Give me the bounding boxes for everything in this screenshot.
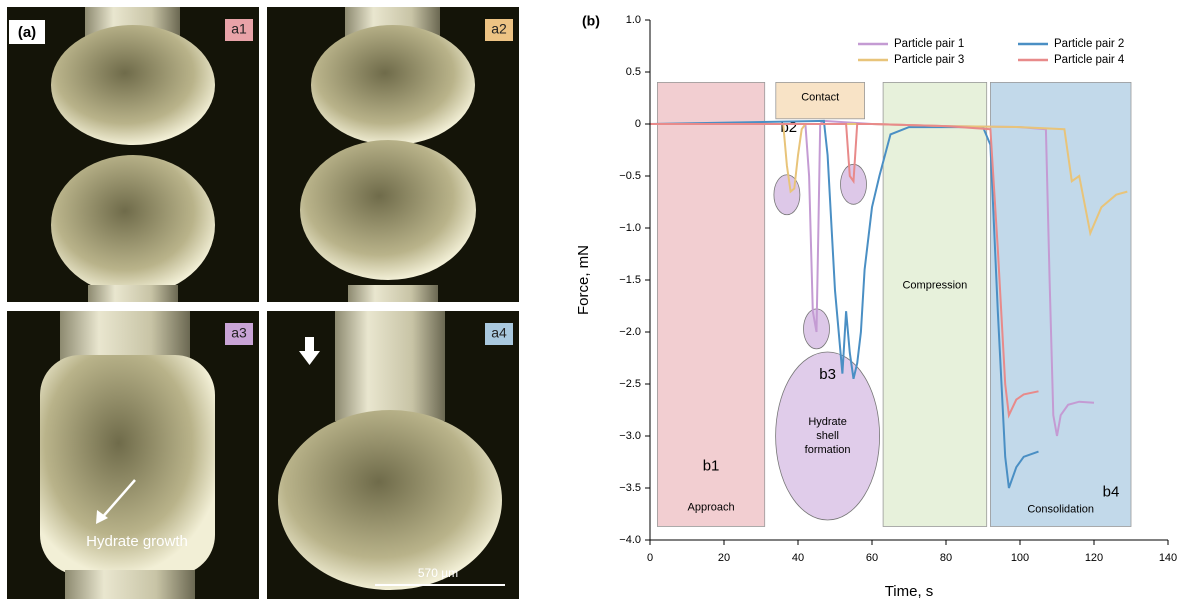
region-tag: b1 bbox=[703, 457, 720, 474]
annotation-tag: b3 bbox=[819, 366, 836, 383]
x-tick-label: 140 bbox=[1159, 552, 1177, 564]
scale-label: 570 µm bbox=[418, 566, 458, 580]
y-tick-label: −1.5 bbox=[619, 274, 641, 286]
region bbox=[990, 82, 1131, 526]
page: (a) Hydrate growth 570 µm a1 a2 a3 a4 Appro… bbox=[0, 0, 1182, 599]
x-tick-label: 80 bbox=[940, 552, 952, 564]
region-label: Consolidation bbox=[1027, 503, 1094, 515]
chart: Approachb1Contactb2CompressionConsolidat… bbox=[575, 13, 1177, 599]
image-label: a4 bbox=[491, 325, 507, 341]
y-tick-label: −1.0 bbox=[619, 222, 641, 234]
droplet bbox=[300, 140, 476, 280]
y-tick-label: −3.0 bbox=[619, 430, 641, 442]
panel-label: (a) bbox=[18, 24, 36, 41]
y-tick-label: 1.0 bbox=[626, 14, 641, 26]
y-tick-label: 0.5 bbox=[626, 66, 641, 78]
rod bbox=[65, 570, 195, 599]
x-tick-label: 100 bbox=[1011, 552, 1029, 564]
annotation-text: formation bbox=[805, 444, 851, 456]
legend-label: Particle pair 1 bbox=[894, 38, 964, 50]
y-tick-label: 0 bbox=[635, 118, 641, 130]
photo-panel: (a) Hydrate growth 570 µm a1 a2 a3 a4 bbox=[7, 7, 519, 599]
droplet bbox=[51, 155, 215, 295]
rod bbox=[88, 285, 178, 302]
annotation-text: shell bbox=[816, 430, 839, 442]
image-label: a1 bbox=[231, 21, 247, 37]
droplet bbox=[311, 25, 475, 145]
x-tick-label: 40 bbox=[792, 552, 804, 564]
region bbox=[883, 82, 987, 526]
legend-label: Particle pair 4 bbox=[1054, 54, 1125, 66]
y-axis-label: Force, mN bbox=[575, 245, 592, 315]
x-tick-label: 20 bbox=[718, 552, 730, 564]
y-tick-label: −3.5 bbox=[619, 482, 641, 494]
x-axis-label: Time, s bbox=[885, 583, 934, 599]
x-tick-label: 120 bbox=[1085, 552, 1103, 564]
region-label: Compression bbox=[902, 279, 967, 291]
region-tag: b4 bbox=[1103, 483, 1120, 500]
image-label: a3 bbox=[231, 325, 247, 341]
y-tick-label: −4.0 bbox=[619, 534, 641, 546]
y-tick-label: −0.5 bbox=[619, 170, 641, 182]
y-tick-label: −2.0 bbox=[619, 326, 641, 338]
droplet bbox=[51, 25, 215, 145]
x-tick-label: 60 bbox=[866, 552, 878, 564]
droplet bbox=[278, 410, 502, 590]
panel-label: (b) bbox=[582, 13, 600, 29]
legend-label: Particle pair 3 bbox=[894, 54, 964, 66]
annotation: Hydrate growth bbox=[86, 533, 188, 550]
image-label: a2 bbox=[491, 21, 507, 37]
legend-label: Particle pair 2 bbox=[1054, 38, 1124, 50]
x-tick-label: 0 bbox=[647, 552, 653, 564]
annotation-text: Hydrate bbox=[808, 416, 847, 428]
rod bbox=[348, 285, 438, 302]
y-tick-label: −2.5 bbox=[619, 378, 641, 390]
figure: (a) Hydrate growth 570 µm a1 a2 a3 a4 Appro… bbox=[0, 0, 1182, 599]
region-label: Contact bbox=[801, 92, 839, 104]
rod bbox=[60, 311, 190, 361]
region-label: Approach bbox=[688, 501, 735, 513]
rod bbox=[335, 311, 445, 421]
